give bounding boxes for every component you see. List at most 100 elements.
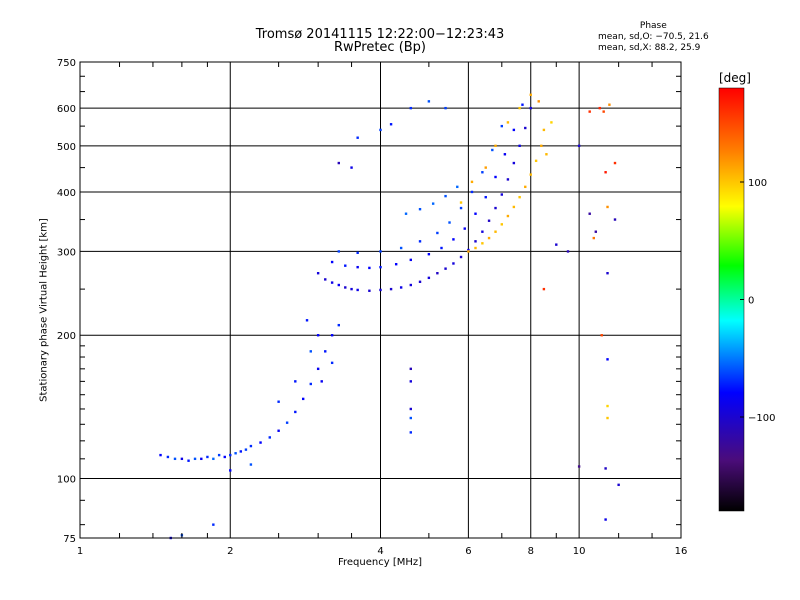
echo-point <box>613 161 617 165</box>
echo-point <box>444 106 447 110</box>
echo-point <box>409 416 412 420</box>
echo-point <box>537 100 540 103</box>
echo-point <box>577 144 581 148</box>
echo-point <box>459 201 463 204</box>
echo-point <box>500 193 504 196</box>
echo-point <box>474 246 477 250</box>
echo-point <box>494 206 497 210</box>
echo-point <box>602 110 605 113</box>
echo-point <box>491 148 494 152</box>
echo-point <box>244 448 248 451</box>
echo-point <box>474 240 477 243</box>
echo-point <box>459 206 463 210</box>
echo-point <box>268 436 271 439</box>
echo-point <box>305 319 309 322</box>
echo-point <box>418 207 422 211</box>
colorbar-tick-label: −100 <box>748 413 775 424</box>
echo-point <box>577 465 581 468</box>
echo-point <box>440 246 443 250</box>
echo-point <box>389 123 393 126</box>
colorbar-tick-label: 0 <box>748 296 754 307</box>
echo-point <box>540 144 543 148</box>
echo-point <box>350 287 353 291</box>
echo-point <box>555 243 558 246</box>
echo-point <box>337 250 341 253</box>
echo-point <box>173 457 177 461</box>
echo-point <box>481 171 484 174</box>
echo-point <box>606 272 609 275</box>
echo-point <box>223 455 226 459</box>
echo-point <box>481 242 484 245</box>
echo-point <box>470 190 474 194</box>
echo-point <box>330 260 334 264</box>
echo-point <box>550 121 553 124</box>
echo-point <box>529 93 532 96</box>
echo-point <box>512 205 516 209</box>
echo-point <box>524 185 527 189</box>
echo-point <box>206 455 209 459</box>
x-tick-label: 10 <box>573 546 586 557</box>
echo-point <box>598 106 601 110</box>
phase-stats-o: mean, sd,O: −70.5, 21.6 <box>598 32 709 42</box>
echo-point <box>309 350 312 353</box>
colorbar-label: [deg] <box>719 71 751 85</box>
echo-point <box>249 463 253 466</box>
phase-stats-x: mean, sd,X: 88.2, 25.9 <box>598 43 701 53</box>
echo-point <box>467 250 470 253</box>
echo-point <box>606 358 609 361</box>
echo-point <box>166 455 170 459</box>
echo-point <box>470 180 474 184</box>
echo-point <box>409 407 412 411</box>
echo-point <box>545 153 548 156</box>
echo-point <box>487 236 491 240</box>
y-tick-label: 100 <box>57 475 76 486</box>
echo-point <box>604 518 607 521</box>
echo-point <box>409 283 412 287</box>
echo-point <box>277 429 280 432</box>
echo-point <box>324 278 327 281</box>
echo-point <box>606 205 609 209</box>
echo-point <box>518 144 521 148</box>
echo-point <box>316 367 320 371</box>
echo-point <box>356 288 359 292</box>
y-tick-label: 750 <box>57 58 76 69</box>
echo-point <box>259 441 262 444</box>
x-tick-label: 8 <box>528 546 534 557</box>
echo-point <box>542 287 546 291</box>
echo-point <box>427 252 431 256</box>
echo-point <box>368 266 371 270</box>
chart-title: Tromsø 20141115 12:22:00−12:23:43 <box>255 27 505 42</box>
echo-point <box>617 483 620 487</box>
echo-point <box>356 136 359 139</box>
chart-subtitle: RwPretec (Bp) <box>333 40 427 55</box>
echo-point <box>512 128 516 132</box>
echo-point <box>229 453 232 457</box>
echo-point <box>234 452 237 455</box>
echo-point <box>337 323 341 327</box>
echo-point <box>418 240 422 243</box>
echo-point <box>394 263 398 266</box>
x-tick-label: 16 <box>675 546 688 557</box>
echo-point <box>356 251 359 255</box>
echo-point <box>534 159 538 163</box>
echo-point <box>592 236 595 240</box>
y-tick-label: 200 <box>57 331 76 342</box>
echo-point <box>212 523 215 526</box>
y-tick-label: 400 <box>57 188 76 199</box>
echo-point <box>608 103 611 106</box>
echo-point <box>316 334 320 337</box>
echo-point <box>212 457 215 461</box>
echo-point <box>309 382 312 386</box>
phase-stats-box: Phase mean, sd,O: −70.5, 21.6 mean, sd,X… <box>598 21 709 54</box>
echo-point <box>606 416 609 420</box>
colorbar-tick-label: 100 <box>748 178 767 189</box>
echo-point <box>463 227 466 230</box>
echo-point <box>494 230 497 233</box>
echo-point <box>159 453 162 457</box>
echo-point <box>344 286 347 289</box>
echo-point <box>500 124 504 128</box>
echo-point <box>604 171 607 174</box>
x-tick-label: 2 <box>227 546 233 557</box>
echo-point <box>187 459 190 462</box>
echo-point <box>409 380 412 383</box>
